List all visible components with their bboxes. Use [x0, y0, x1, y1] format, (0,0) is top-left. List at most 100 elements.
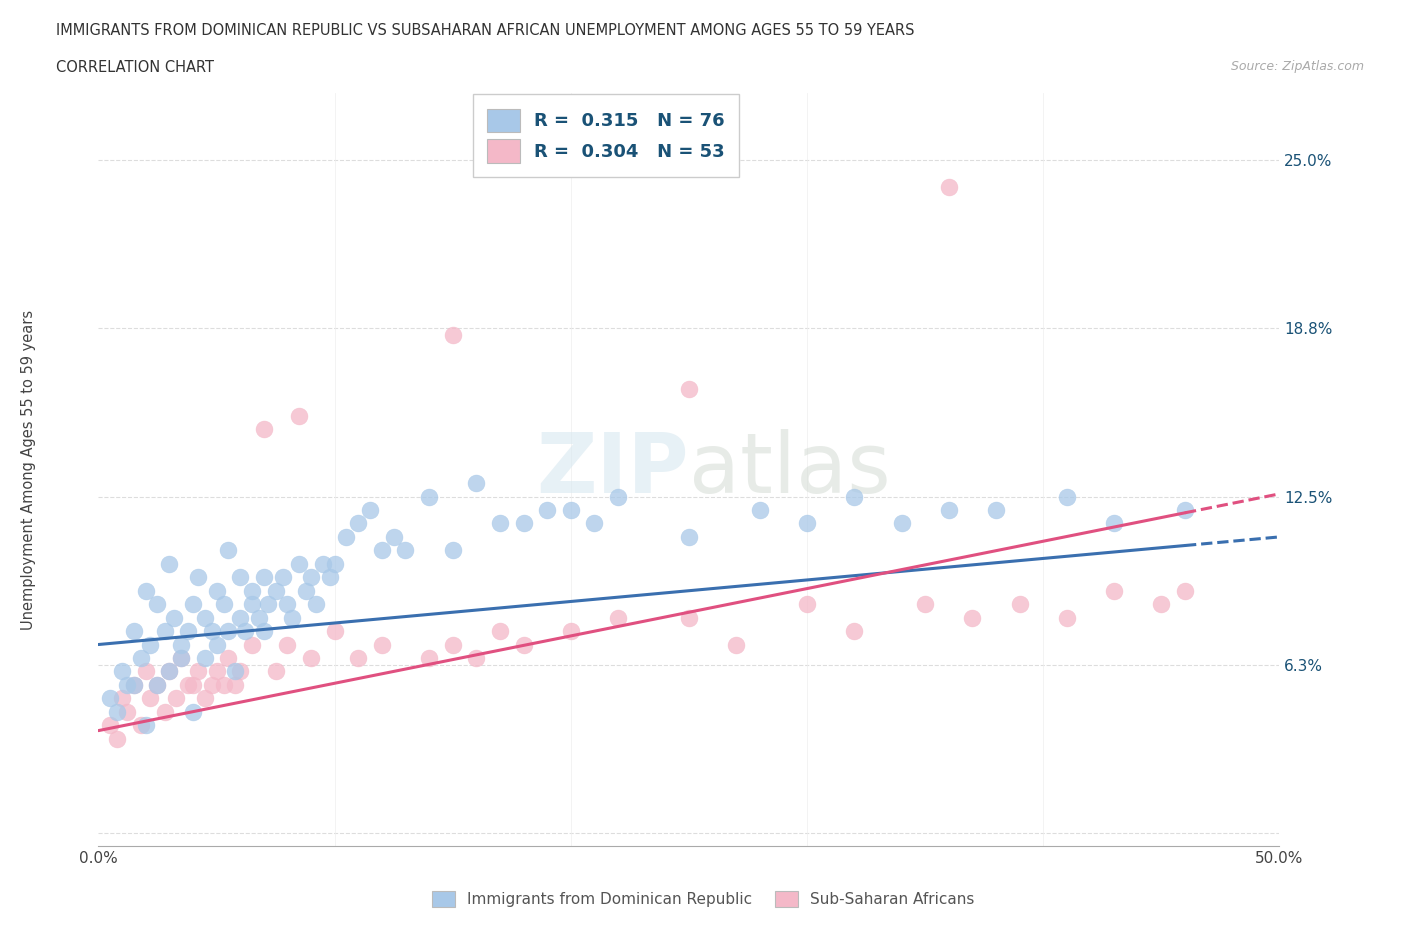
Point: [98, 691, 121, 706]
Point: [281, 610, 304, 625]
Point: [229, 610, 252, 625]
Point: [1150, 597, 1173, 612]
Point: [678, 529, 700, 544]
Point: [205, 664, 228, 679]
Point: [170, 651, 193, 666]
Text: CORRELATION CHART: CORRELATION CHART: [56, 60, 214, 75]
Point: [607, 610, 630, 625]
Point: [177, 677, 200, 692]
Point: [111, 691, 134, 706]
Legend: Immigrants from Dominican Republic, Sub-Saharan Africans: Immigrants from Dominican Republic, Sub-…: [426, 884, 980, 913]
Point: [253, 422, 276, 437]
Point: [394, 543, 416, 558]
Point: [181, 677, 204, 692]
Point: [1008, 597, 1031, 612]
Point: [844, 624, 866, 639]
Point: [247, 610, 270, 625]
Text: IMMIGRANTS FROM DOMINICAN REPUBLIC VS SUBSAHARAN AFRICAN UNEMPLOYMENT AMONG AGES: IMMIGRANTS FROM DOMINICAN REPUBLIC VS SU…: [56, 23, 915, 38]
Point: [240, 637, 263, 652]
Point: [129, 718, 152, 733]
Point: [1056, 610, 1078, 625]
Point: [347, 516, 370, 531]
Point: [257, 597, 280, 612]
Text: atlas: atlas: [689, 429, 890, 511]
Point: [157, 556, 180, 571]
Point: [295, 583, 318, 598]
Point: [146, 597, 169, 612]
Point: [583, 516, 606, 531]
Point: [1102, 516, 1125, 531]
Point: [157, 664, 180, 679]
Point: [205, 637, 228, 652]
Point: [163, 610, 186, 625]
Point: [418, 651, 440, 666]
Point: [1102, 583, 1125, 598]
Point: [748, 502, 770, 517]
Y-axis label: Unemployment Among Ages 55 to 59 years: Unemployment Among Ages 55 to 59 years: [21, 310, 37, 630]
Point: [441, 543, 464, 558]
Point: [560, 624, 582, 639]
Point: [323, 624, 346, 639]
Point: [229, 664, 252, 679]
Point: [305, 597, 328, 612]
Point: [382, 529, 405, 544]
Point: [146, 677, 169, 692]
Point: [201, 677, 224, 692]
Point: [253, 624, 276, 639]
Point: [536, 502, 558, 517]
Point: [111, 664, 134, 679]
Point: [678, 610, 700, 625]
Point: [194, 691, 217, 706]
Point: [115, 677, 138, 692]
Point: [240, 597, 263, 612]
Point: [187, 664, 209, 679]
Point: [371, 637, 394, 652]
Point: [181, 597, 204, 612]
Point: [890, 516, 912, 531]
Point: [194, 610, 217, 625]
Point: [512, 637, 534, 652]
Point: [98, 718, 121, 733]
Legend: R =  0.315   N = 76, R =  0.304   N = 53: R = 0.315 N = 76, R = 0.304 N = 53: [472, 95, 740, 177]
Point: [489, 516, 512, 531]
Point: [299, 570, 322, 585]
Point: [122, 677, 145, 692]
Point: [465, 475, 488, 490]
Point: [319, 570, 342, 585]
Point: [170, 651, 193, 666]
Point: [938, 179, 960, 194]
Point: [323, 556, 346, 571]
Point: [264, 583, 287, 598]
Point: [187, 570, 209, 585]
Point: [489, 624, 512, 639]
Point: [288, 556, 311, 571]
Point: [233, 624, 256, 639]
Point: [725, 637, 748, 652]
Point: [212, 597, 235, 612]
Point: [229, 570, 252, 585]
Point: [253, 570, 276, 585]
Point: [560, 502, 582, 517]
Point: [914, 597, 936, 612]
Text: Source: ZipAtlas.com: Source: ZipAtlas.com: [1230, 60, 1364, 73]
Point: [276, 597, 298, 612]
Point: [276, 637, 298, 652]
Point: [418, 489, 440, 504]
Point: [194, 651, 217, 666]
Point: [135, 664, 157, 679]
Point: [217, 651, 239, 666]
Point: [139, 637, 162, 652]
Point: [796, 597, 818, 612]
Point: [146, 677, 169, 692]
Point: [359, 502, 381, 517]
Point: [984, 502, 1007, 517]
Point: [1174, 583, 1197, 598]
Point: [441, 327, 464, 342]
Point: [115, 704, 138, 719]
Point: [844, 489, 866, 504]
Point: [157, 664, 180, 679]
Point: [271, 570, 294, 585]
Point: [1174, 502, 1197, 517]
Point: [105, 704, 128, 719]
Point: [135, 718, 157, 733]
